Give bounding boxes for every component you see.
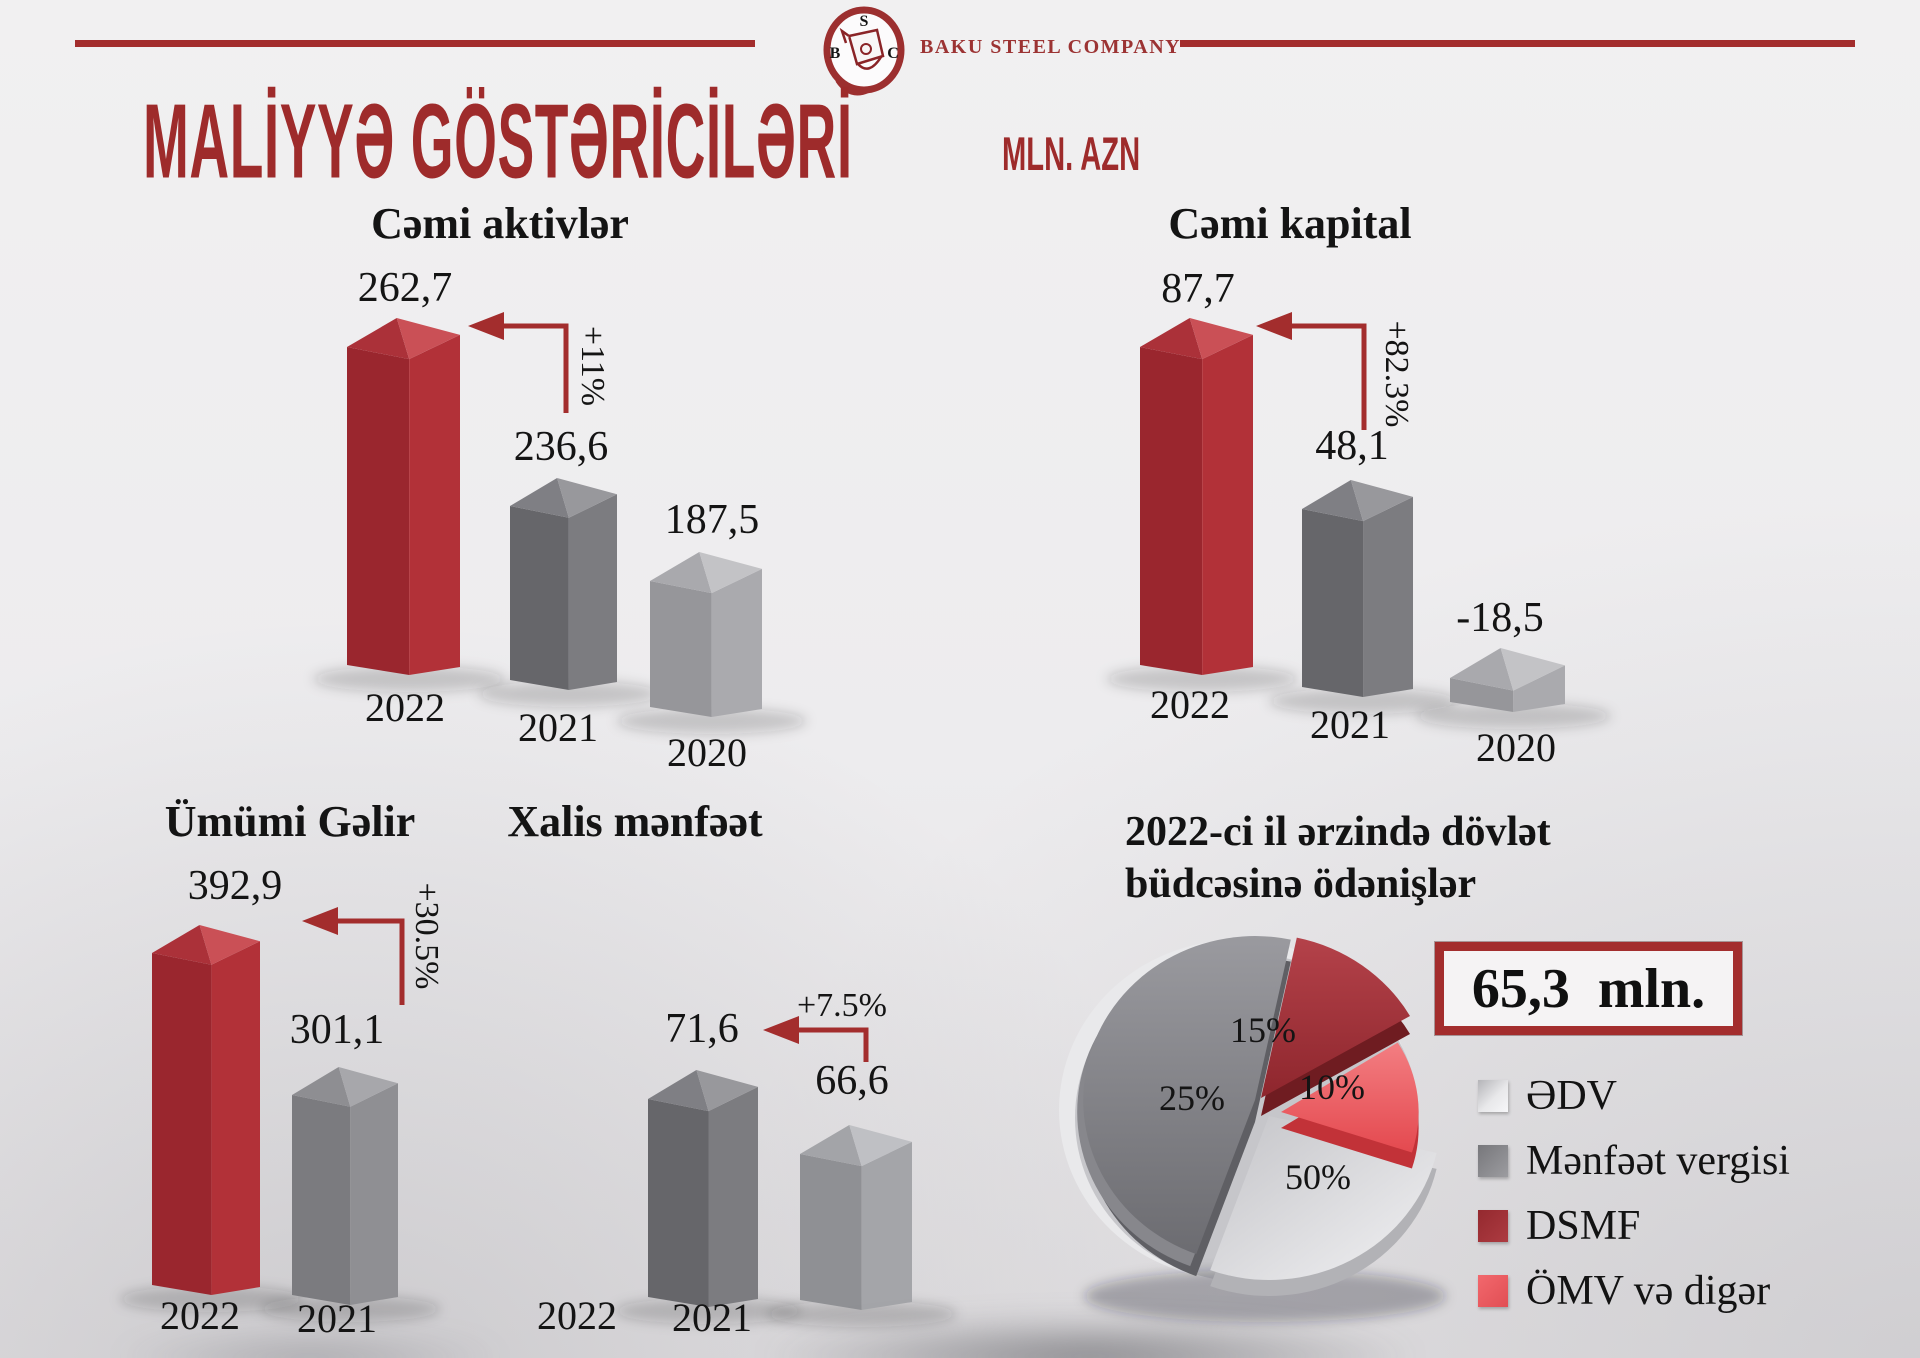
chart1-value-2020: 187,5 [664,497,760,543]
legend-label-edv: ƏDV [1526,1073,1617,1119]
chart3-value-2022: 392,9 [187,863,283,909]
header-rule-right [1180,40,1855,47]
logo-letter-right: C [887,45,899,62]
chart4-year-2022: 2022 [537,1293,617,1338]
chart1-year-2022: 2022 [365,685,445,730]
legend-label-dsmf: DSMF [1526,1203,1641,1249]
legend-item-omv: ÖMV və digər [1478,1267,1770,1315]
legend-label-menfeet: Mənfəət vergisi [1526,1138,1790,1184]
chart1-change-label: +11% [574,325,611,407]
chart4-value-2022: 71,6 [665,1006,739,1052]
total-payments-box: 65,3 mln. [1435,942,1742,1035]
omv-swatch-icon [1478,1275,1508,1307]
legend-item-dsmf: DSMF [1478,1202,1640,1250]
chart4-value-2021: 66,6 [815,1058,889,1104]
chart2-change-label: +82.3% [1378,320,1415,428]
company-logo: S B C [823,6,905,96]
legend-item-edv: ƏDV [1478,1072,1617,1120]
pie-label-dsmf: 15% [1230,1010,1296,1050]
chart3-year-2021: 2021 [297,1296,377,1341]
chart2-value-2021: 48,1 [1315,423,1389,469]
chart2-value-2020: -18,5 [1456,595,1544,641]
logo-letter-top: S [860,13,869,30]
chart2-title: Cəmi kapital [1168,199,1412,248]
chart2-value-2022: 87,7 [1161,266,1235,312]
pie-label-edv: 50% [1285,1157,1351,1197]
menfeet-swatch-icon [1478,1145,1508,1177]
chart4-year-2021: 2021 [672,1295,752,1340]
chart2-year-2020: 2020 [1476,725,1556,770]
brand-name: BAKU STEEL COMPANY [920,36,1182,58]
total-payments-value: 65,3 mln. [1471,957,1706,1020]
pie-title-line1: 2022-ci il ərzində dövlət [1125,809,1551,855]
chart1-value-2022: 262,7 [357,265,453,311]
edv-swatch-icon [1478,1080,1508,1112]
chart1-value-2021: 236,6 [513,424,609,470]
legend-label-omv: ÖMV və digər [1526,1268,1771,1314]
dsmf-swatch-icon [1478,1210,1508,1242]
chart1-year-2020: 2020 [667,730,747,775]
pie-label-menfeet: 25% [1159,1078,1225,1118]
chart1-title: Cəmi aktivlər [371,199,629,248]
header-rule-left [75,40,755,47]
chart4-title: Xalis mənfəət [507,797,763,846]
chart2-year-2022: 2022 [1150,682,1230,727]
logo-swoosh [835,78,870,96]
pie-label-omv: 10% [1299,1067,1365,1107]
legend-item-menfeet: Mənfəət vergisi [1478,1137,1790,1185]
logo-letter-left: B [830,45,841,62]
chart3-year-2022: 2022 [160,1293,240,1338]
ladle-icon [839,27,885,70]
chart3-change-label: +30.5% [408,882,445,990]
chart2-year-2021: 2021 [1310,702,1390,747]
chart4-change-label: +7.5% [797,987,887,1024]
chart3-title: Ümümi Gəlir [164,797,416,846]
pie-title-line2: büdcəsinə ödənişlər [1125,861,1477,907]
unit-label: MLN. AZN [1002,127,1141,180]
page-title: MALİYYƏ GÖSTƏRİCİLƏRİ [143,81,853,201]
chart3-value-2021: 301,1 [289,1007,385,1053]
chart1-year-2021: 2021 [518,705,598,750]
